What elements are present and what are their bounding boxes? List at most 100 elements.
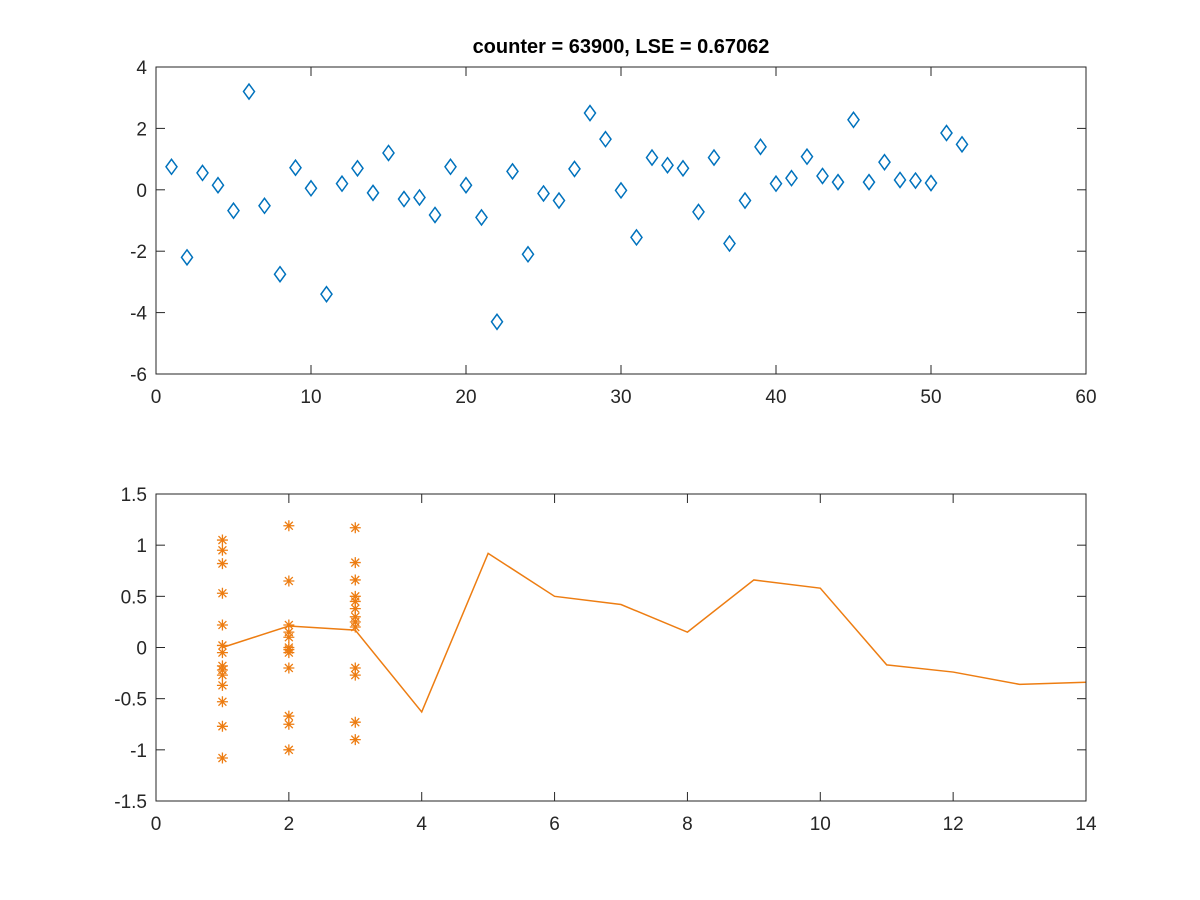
- top-plot-area: [156, 67, 1086, 374]
- data-point-diamond: [599, 130, 612, 148]
- bottom-y-tick-label: -1.5: [114, 792, 147, 813]
- data-point-diamond: [847, 111, 860, 129]
- data-point-diamond: [878, 153, 891, 171]
- bottom-y-tick-label: -0.5: [114, 690, 147, 711]
- data-point-asterisk: [349, 603, 361, 615]
- bottom-x-tick-label: 6: [549, 814, 560, 835]
- data-point-asterisk: [283, 718, 295, 730]
- data-point-asterisk: [216, 720, 228, 732]
- data-point-diamond: [289, 158, 302, 177]
- data-point-asterisk: [216, 587, 228, 599]
- data-point-diamond: [754, 138, 767, 156]
- data-point-diamond: [955, 135, 969, 154]
- top-x-tick-label: 30: [610, 387, 631, 408]
- top-axes: 0 10 20 30 40 50 60 -6 -4 -2 0 2 4 counter = 63900, …: [130, 36, 1096, 408]
- data-point-diamond: [366, 184, 380, 202]
- data-point-asterisk: [283, 619, 295, 631]
- data-point-asterisk: [216, 669, 228, 681]
- data-point-asterisk: [349, 522, 361, 534]
- data-point-asterisk: [216, 679, 228, 691]
- bottom-y-tick-label: 1: [136, 536, 147, 557]
- top-x-tick-label: 50: [920, 387, 941, 408]
- data-point-asterisk: [349, 662, 361, 674]
- data-point-asterisk: [349, 595, 361, 607]
- data-point-diamond: [413, 188, 426, 207]
- data-point-diamond: [180, 248, 194, 267]
- data-point-asterisk: [349, 734, 361, 746]
- series-line: [222, 552, 1087, 714]
- data-point-asterisk: [349, 716, 361, 728]
- data-point-diamond: [506, 162, 519, 181]
- data-point-diamond: [862, 173, 876, 191]
- data-point-asterisk: [283, 520, 295, 532]
- bottom-x-tick-label: 2: [284, 814, 295, 835]
- data-point-diamond: [723, 234, 736, 253]
- top-y-tick-label: -4: [130, 304, 147, 325]
- data-point-asterisk: [283, 662, 295, 674]
- data-point-diamond: [227, 201, 240, 220]
- data-point-diamond: [568, 160, 581, 178]
- data-point-asterisk: [283, 647, 295, 659]
- data-point-diamond: [258, 196, 271, 215]
- data-point-diamond: [490, 313, 504, 331]
- bottom-x-tick-label: 12: [943, 814, 964, 835]
- data-point-asterisk: [283, 631, 295, 643]
- data-point-diamond: [304, 179, 318, 198]
- data-point-asterisk: [283, 575, 295, 587]
- data-point-diamond: [645, 148, 659, 167]
- top-x-tick-label: 0: [151, 387, 162, 408]
- data-point-diamond: [537, 184, 550, 203]
- data-point-diamond: [831, 173, 845, 191]
- data-point-diamond: [940, 124, 953, 142]
- data-point-diamond: [428, 206, 442, 224]
- data-point-diamond: [583, 104, 597, 122]
- data-point-asterisk: [216, 696, 228, 708]
- data-point-diamond: [521, 245, 535, 264]
- data-point-diamond: [661, 156, 674, 175]
- data-point-diamond: [707, 148, 721, 167]
- data-point-asterisk: [216, 752, 228, 764]
- data-point-diamond: [242, 82, 256, 101]
- data-point-asterisk: [216, 544, 228, 556]
- data-point-diamond: [769, 174, 783, 193]
- bottom-data-series: [216, 520, 1087, 764]
- bottom-y-tick-label: 1.5: [121, 485, 147, 506]
- top-y-tick-label: 0: [136, 181, 147, 202]
- data-point-diamond: [738, 191, 752, 210]
- top-y-tick-label: -2: [130, 242, 147, 263]
- bottom-x-tick-label: 0: [151, 814, 162, 835]
- data-point-diamond: [630, 228, 643, 247]
- top-axis-ticks: 0 10 20 30 40 50 60 -6 -4 -2 0 2 4: [130, 58, 1096, 408]
- data-point-asterisk: [349, 669, 361, 681]
- top-axes-box: [155, 66, 1087, 375]
- data-point-diamond: [475, 208, 488, 227]
- data-point-diamond: [459, 176, 473, 194]
- data-point-diamond: [893, 171, 907, 189]
- data-point-asterisk: [216, 534, 228, 546]
- data-point-diamond: [444, 158, 457, 176]
- data-point-asterisk: [349, 557, 361, 569]
- data-point-asterisk: [349, 574, 361, 586]
- data-point-diamond: [211, 176, 225, 194]
- data-point-diamond: [397, 190, 411, 208]
- data-point-diamond: [273, 265, 287, 283]
- data-point-diamond: [165, 158, 178, 176]
- bottom-y-tick-label: 0: [136, 639, 147, 660]
- data-point-diamond: [614, 181, 628, 200]
- bottom-x-tick-label: 8: [682, 814, 693, 835]
- data-point-diamond: [335, 174, 349, 193]
- data-point-diamond: [382, 144, 395, 162]
- top-x-tick-label: 60: [1075, 387, 1096, 408]
- data-point-asterisk: [216, 619, 228, 631]
- data-point-diamond: [676, 159, 690, 178]
- data-point-asterisk: [216, 639, 228, 651]
- top-x-tick-label: 20: [455, 387, 476, 408]
- bottom-x-tick-label: 14: [1075, 814, 1097, 835]
- bottom-y-tick-label: -1: [130, 741, 147, 762]
- data-point-diamond: [909, 171, 922, 190]
- data-point-diamond: [924, 174, 938, 192]
- data-point-asterisk: [283, 710, 295, 722]
- data-point-asterisk: [216, 558, 228, 570]
- top-y-tick-label: 4: [136, 58, 147, 79]
